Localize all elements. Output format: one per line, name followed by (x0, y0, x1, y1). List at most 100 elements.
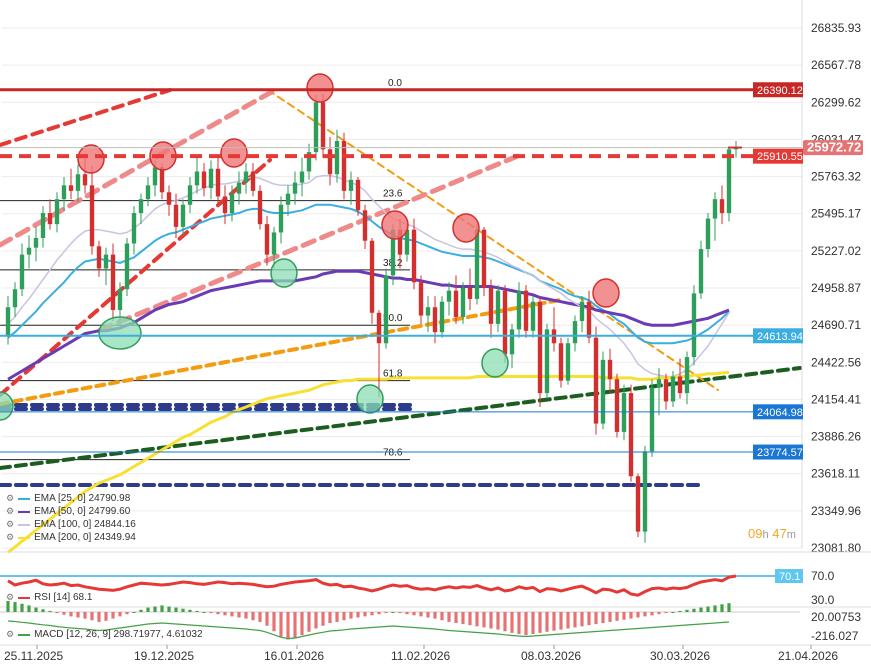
candle-body (530, 301, 536, 331)
ema50-legend-row[interactable]: ⚙ EMA [50, 0] 24799.60 (6, 505, 136, 518)
candle-body (383, 275, 389, 344)
macd-bar (13, 602, 17, 612)
ema-legend: ⚙ EMA [25, 0] 24790.98 ⚙ EMA [50, 0] 247… (6, 492, 136, 544)
macd-legend-row[interactable]: ⚙ MACD [12, 26, 9] 298.71977, 4.61032 (6, 628, 203, 641)
macd-bar (223, 612, 227, 616)
candle-body (257, 190, 263, 225)
candle-body (544, 329, 550, 394)
price-badge (753, 444, 803, 460)
candle-body (677, 376, 683, 394)
gear-icon[interactable]: ⚙ (6, 532, 15, 542)
pivot-markers (0, 73, 620, 421)
candle-body (509, 329, 515, 355)
macd-bar (230, 612, 234, 617)
candle-body (61, 185, 67, 200)
candle-body (635, 476, 641, 532)
macd-bar (307, 612, 311, 632)
candle-body (432, 307, 438, 333)
macd-bar (258, 612, 262, 622)
rsi-legend-row[interactable]: ⚙ RSI [14] 68.1 (6, 591, 92, 604)
macd-bar (573, 612, 577, 628)
macd-pane: 20.00753 -216.027 (0, 601, 861, 643)
rsi-badge-label: 70.1 (779, 571, 800, 583)
candle-body (173, 204, 179, 227)
macd-bar (454, 612, 458, 623)
candle-body (495, 290, 501, 324)
resistance-marker (306, 73, 334, 103)
price-badge-label: 24613.94 (757, 331, 803, 343)
gear-icon[interactable]: ⚙ (6, 493, 15, 503)
macd-bar (503, 612, 507, 632)
price-tick-label: 23081.80 (811, 541, 861, 555)
candle-body (47, 213, 53, 225)
macd-bar (209, 612, 213, 614)
macd-bar (475, 612, 479, 627)
candle-body (418, 282, 424, 316)
candle-body (131, 213, 137, 244)
gear-icon[interactable]: ⚙ (6, 629, 15, 639)
macd-bar (447, 612, 451, 622)
macd-bar (461, 612, 465, 625)
macd-bar (48, 610, 52, 612)
macd-bar (20, 603, 24, 612)
gear-icon[interactable]: ⚙ (6, 592, 15, 602)
macd-bar (321, 612, 325, 626)
time-tick-label: 25.11.2025 (4, 649, 63, 663)
macd-bar (76, 612, 80, 618)
macd-bar (370, 612, 374, 616)
candle-countdown: 09h 47m (748, 526, 796, 541)
candle-body (194, 171, 200, 186)
resistance-marker (592, 278, 620, 308)
macd-bar (699, 607, 703, 612)
price-badges: 26390.12 25910.55 25972.72 24613.94 24064.98… (728, 82, 863, 460)
time-tick-label: 16.01.2026 (264, 649, 324, 663)
macd-bar (545, 612, 549, 632)
candle-body (467, 287, 473, 299)
macd-bar (601, 612, 605, 623)
candle-body (75, 174, 81, 191)
candle-body (334, 141, 340, 175)
candle-body (516, 290, 522, 330)
macd-bar (111, 612, 115, 619)
candle-body (348, 179, 354, 191)
candle-body (607, 359, 613, 380)
macd-bar (384, 612, 388, 614)
candle-body (439, 301, 445, 333)
resistance-marker (220, 138, 248, 168)
gear-icon[interactable]: ⚙ (6, 506, 15, 516)
candle-body (537, 301, 543, 394)
macd-bar (83, 612, 87, 619)
price-badge (753, 328, 803, 344)
macd-bar (405, 612, 409, 615)
resistance-marker (381, 210, 409, 240)
ema100-legend-row[interactable]: ⚙ EMA [100, 0] 24844.16 (6, 518, 136, 531)
macd-bar (349, 612, 353, 619)
macd-bar (272, 612, 276, 632)
fib-label: 0.0 (388, 78, 402, 89)
macd-bar (531, 612, 535, 634)
macd-bar (69, 612, 73, 617)
macd-bar (160, 605, 164, 612)
dashed-trend-line (267, 89, 719, 391)
gear-icon[interactable]: ⚙ (6, 519, 15, 529)
candle-body (229, 193, 235, 214)
ema25-legend-row[interactable]: ⚙ EMA [25, 0] 24790.98 (6, 492, 136, 505)
fib-label: 50.0 (383, 313, 403, 324)
candle-body (138, 199, 144, 214)
support-marker (0, 391, 14, 421)
ema200-legend-row[interactable]: ⚙ EMA [200, 0] 24349.94 (6, 531, 136, 544)
macd-bar (356, 612, 360, 618)
macd-bar (41, 609, 45, 612)
macd-bar (237, 612, 241, 618)
candle-body (390, 229, 396, 276)
candle-body (33, 237, 39, 248)
candle-body (628, 393, 634, 477)
macd-bar (97, 612, 101, 622)
ema-line-2 (7, 174, 730, 378)
candle-body (201, 171, 207, 189)
macd-bar (559, 612, 563, 630)
price-tick-label: 24154.41 (811, 392, 861, 406)
macd-bar (27, 605, 31, 612)
candle-body (320, 102, 326, 150)
